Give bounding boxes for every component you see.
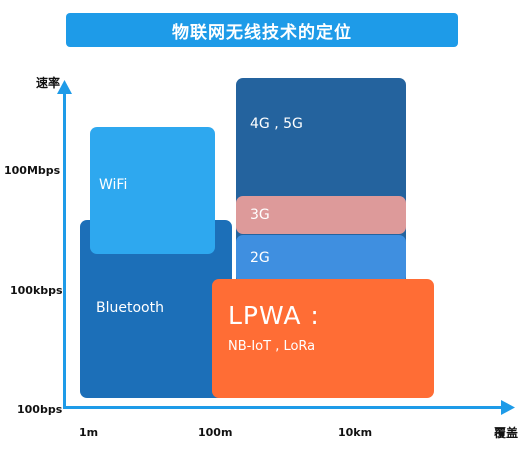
x-tick-100m: 100m (198, 426, 233, 439)
x-axis-arrow-icon (501, 400, 515, 415)
y-axis-arrow-icon (57, 80, 72, 94)
page-title: 物联网无线技术的定位 (66, 13, 458, 47)
y-tick-100bps: 100bps (17, 403, 63, 416)
x-axis-label: 覆盖 (494, 426, 519, 440)
x-tick-10km: 10km (338, 426, 373, 439)
4g-5g-label: 4G , 5G (250, 116, 303, 132)
lpwa-subtitle: NB-IoT , LoRa (228, 339, 316, 354)
y-tick-100kbps: 100kbps (10, 284, 63, 297)
y-axis-line (63, 92, 66, 409)
x-axis-line (63, 406, 503, 409)
3g-label: 3G (250, 207, 270, 223)
wifi-block: WiFi (90, 127, 215, 254)
bluetooth-label: Bluetooth (96, 300, 164, 316)
x-tick-1m: 1m (79, 426, 99, 439)
lpwa-title: LPWA : (228, 301, 320, 330)
wifi-label: WiFi (99, 177, 128, 193)
2g-label: 2G (250, 250, 270, 266)
y-axis-label: 速率 (36, 76, 61, 90)
3g-block: 3G (236, 196, 406, 234)
y-tick-100mbps: 100Mbps (4, 164, 61, 177)
2g-block: 2G (236, 235, 406, 283)
lpwa-block: LPWA : NB-IoT , LoRa (212, 279, 434, 398)
